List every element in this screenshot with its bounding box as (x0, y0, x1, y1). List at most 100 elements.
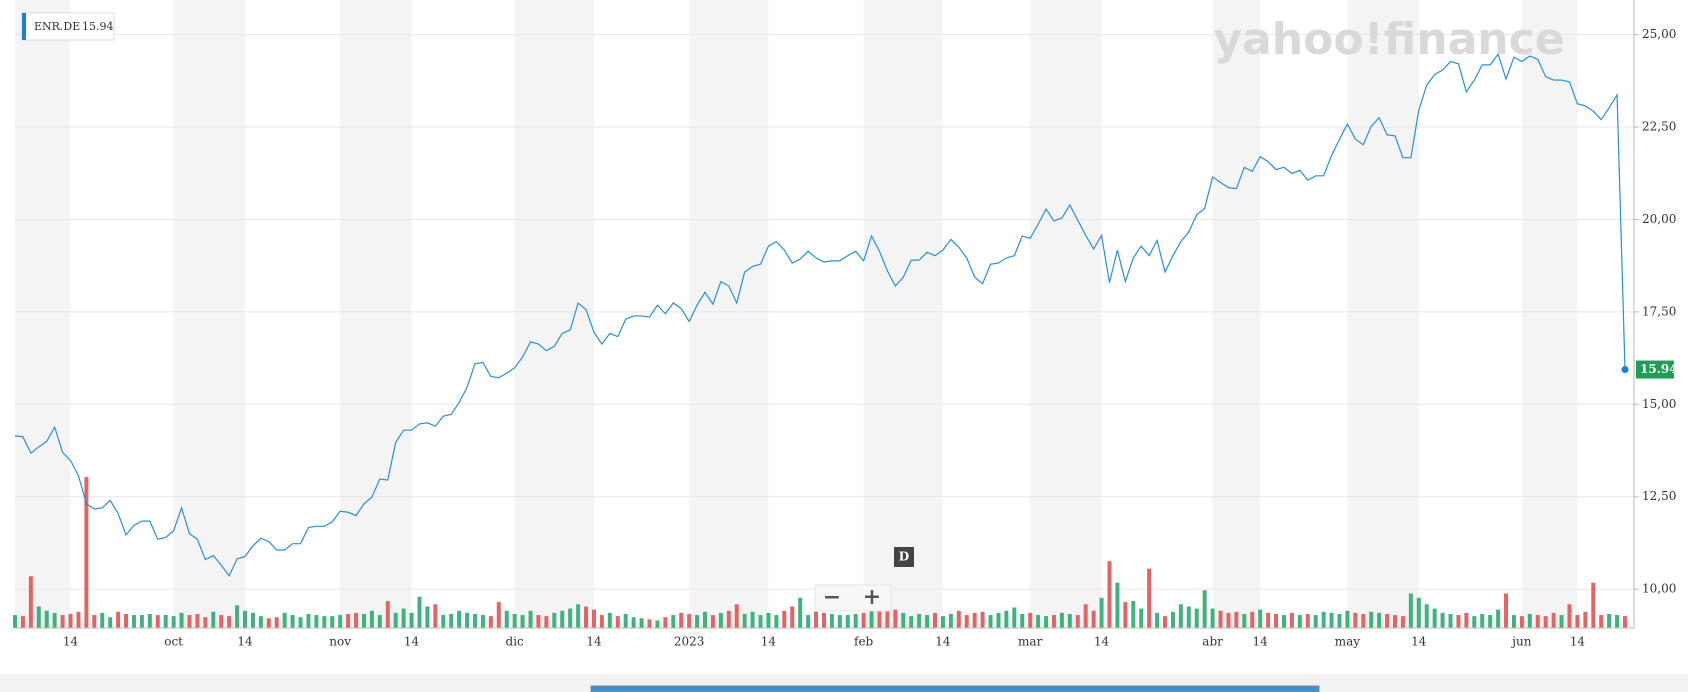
zoom-out[interactable]: − (823, 584, 841, 610)
volume-bar (925, 615, 930, 628)
volume-bar (1028, 612, 1033, 628)
x-tick-label: 14 (1094, 635, 1110, 649)
volume-bar (1099, 597, 1104, 628)
volume-bar (790, 606, 795, 628)
volume-bar (28, 576, 33, 628)
volume-bar (1036, 615, 1041, 628)
volume-bar (1369, 611, 1374, 628)
x-tick-label: dic (506, 635, 525, 649)
volume-bar (798, 597, 803, 628)
date-band (173, 0, 245, 628)
volume-bar (1472, 616, 1477, 628)
volume-bar (774, 615, 779, 628)
volume-bar (1107, 561, 1112, 628)
volume-bar (893, 609, 898, 628)
date-band (689, 0, 769, 628)
volume-bar (1361, 613, 1366, 628)
volume-bar (885, 604, 890, 628)
price-tag (1636, 360, 1674, 379)
volume-bar (393, 612, 398, 628)
volume-bar (1218, 610, 1223, 628)
y-tick-label: 25,00 (1642, 27, 1676, 41)
volume-bar (631, 617, 636, 628)
volume-bar (1377, 612, 1382, 628)
volume-bar (1289, 612, 1294, 628)
price-tag-label: 15.94 (1640, 362, 1678, 376)
date-band (1521, 0, 1578, 628)
volume-bar (710, 615, 715, 628)
volume-bar (1051, 615, 1056, 628)
volume-bar (36, 606, 41, 628)
volume-bar (227, 616, 232, 628)
volume-bar (457, 610, 462, 628)
volume-bar (726, 610, 731, 628)
volume-bar (703, 611, 707, 628)
marker[interactable]: D (899, 550, 909, 564)
y-tick-label: 22,50 (1642, 120, 1676, 134)
price-line (14, 52, 1626, 578)
volume-bar (1480, 613, 1485, 628)
marker-box[interactable] (894, 547, 914, 567)
volume-bar (258, 616, 263, 628)
volume-bar (528, 610, 533, 628)
y-tick-label: 15,00 (1642, 397, 1676, 411)
legend-value: 15.94 (82, 20, 114, 33)
volume-bar (520, 615, 525, 628)
volume-bar (687, 613, 692, 628)
zoom-in[interactable]: + (863, 584, 881, 610)
volume-bar (1464, 612, 1469, 628)
volume-bar (837, 615, 842, 628)
volume-bar (1170, 611, 1175, 628)
volume-bar (417, 596, 422, 628)
volume-bar (290, 615, 295, 628)
volume-bar (1266, 612, 1271, 628)
volume-bar (806, 615, 811, 628)
navigator-window[interactable] (590, 685, 1320, 692)
volume-bar (124, 613, 129, 628)
volume-bar (1250, 611, 1255, 628)
volume-bar (1567, 604, 1572, 628)
volume-bar (734, 604, 739, 628)
volume-bar (195, 613, 200, 628)
volume-bar (480, 615, 485, 628)
x-tick-label: 14 (761, 635, 777, 649)
volume-bar (433, 604, 438, 628)
volume-bar (1408, 593, 1413, 628)
x-tick-label: mar (1018, 635, 1043, 649)
volume-bar (623, 613, 628, 628)
volume-bar (409, 612, 414, 628)
volume-bar (147, 613, 152, 628)
volume-bar (1432, 608, 1437, 628)
volume-bar (615, 616, 620, 628)
volume-bar (1329, 612, 1334, 628)
volume-bar (250, 612, 255, 628)
volume-bar (853, 613, 858, 628)
volume-bar (179, 612, 184, 628)
volume-bar (766, 612, 771, 628)
volume-bar (504, 610, 509, 628)
volume-bar (1123, 602, 1128, 628)
volume-bar (1083, 604, 1088, 628)
volume-bar (972, 612, 977, 628)
volume-bar (354, 612, 359, 628)
volume-bar (512, 613, 517, 628)
volume-bar (1424, 604, 1429, 628)
volume-bar (108, 617, 113, 628)
volume-bar (1234, 611, 1239, 628)
volume-bar (655, 620, 660, 628)
x-tick-label: 14 (63, 635, 79, 649)
volume-bar (1131, 601, 1136, 628)
volume-bar (1440, 612, 1445, 628)
volume-bar (1448, 613, 1453, 628)
volume-bar (425, 606, 430, 628)
x-tick-label: 14 (237, 635, 253, 649)
volume-bar (956, 610, 961, 628)
volume-bar (560, 610, 565, 628)
volume-bar (901, 612, 906, 628)
volume-bar (1527, 613, 1532, 628)
volume-bar (473, 613, 477, 628)
volume-bar (235, 605, 240, 628)
volume-bar (742, 613, 747, 628)
volume-bar (861, 612, 866, 628)
volume-bar (1186, 606, 1191, 628)
